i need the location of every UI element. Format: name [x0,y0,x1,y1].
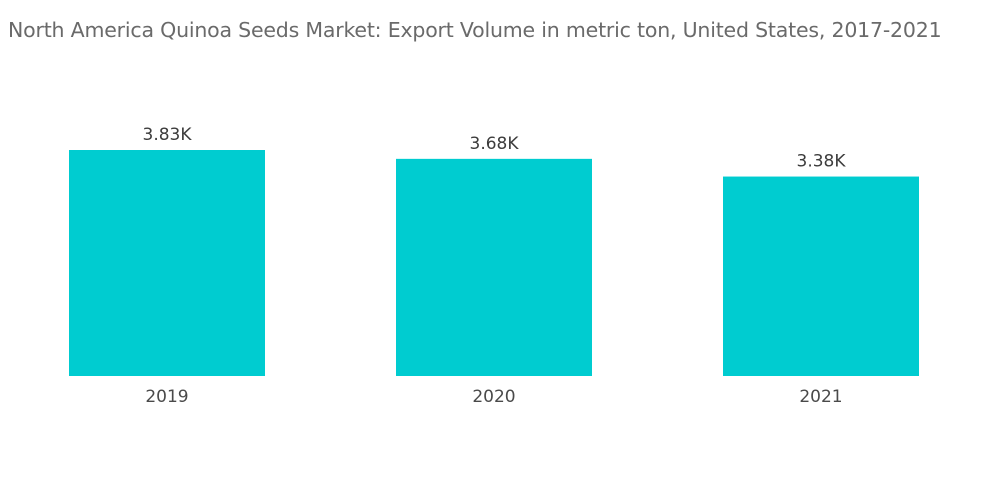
value-label-2020: 3.68K [470,134,520,154]
x-axis-tick-labels: 2019 2020 2021 [145,387,842,407]
value-label-2019: 3.83K [143,125,193,145]
value-label-2021: 3.38K [797,152,847,172]
value-labels-group: 3.83K 3.68K 3.38K [143,125,847,172]
x-tick-label-2021: 2021 [799,387,842,407]
bar-2019 [69,150,265,376]
x-tick-label-2019: 2019 [145,387,188,407]
x-tick-label-2020: 2020 [472,387,515,407]
bar-2020 [396,158,592,376]
chart-title: North America Quinoa Seeds Market: Expor… [8,18,942,42]
bar-2021 [723,176,919,376]
bars-group [69,150,919,376]
